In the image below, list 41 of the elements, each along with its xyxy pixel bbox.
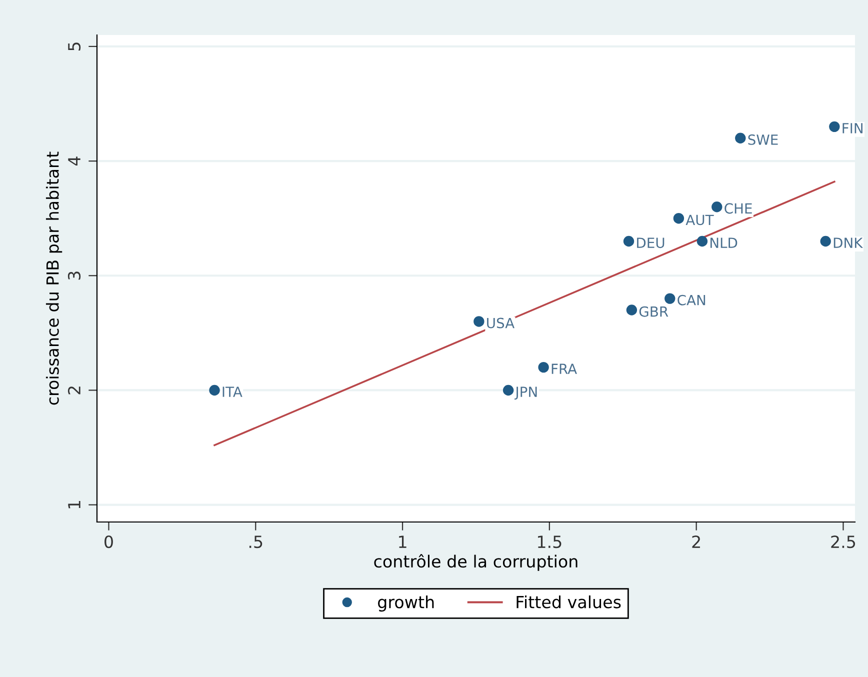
annotation: USA (487, 318, 514, 328)
annotation: GBR (639, 306, 668, 317)
point (209, 384, 220, 396)
point (502, 384, 514, 396)
annotation: NLD (710, 238, 738, 248)
annotation: CHE (724, 203, 752, 214)
x-tick-label: .5 (249, 536, 262, 548)
annotation: FRA (552, 364, 577, 374)
point (820, 236, 831, 247)
annotation: AUT (686, 214, 714, 226)
x-tick-label: 1.5 (538, 536, 562, 548)
legend-label: Fitted values (516, 595, 621, 608)
annotation: SWE (748, 134, 778, 145)
annotation: DEU (637, 238, 664, 248)
point (696, 236, 708, 247)
annotation: FIN (842, 123, 862, 134)
point (673, 212, 684, 224)
point (623, 236, 634, 247)
point (538, 362, 549, 373)
y-tick-label: 4 (68, 156, 80, 166)
x-tick-label: 2 (692, 535, 700, 548)
x-tick-label: 1 (399, 536, 406, 548)
y-tick-label: 5 (68, 42, 81, 50)
point (626, 304, 638, 316)
point (829, 121, 840, 132)
y-tick-label: 3 (68, 272, 81, 280)
y-axis-title: croissance du PIB par habitant (46, 152, 62, 405)
point (712, 202, 722, 212)
x-tick-label: 2.5 (831, 535, 856, 548)
point (735, 132, 746, 144)
annotation: DNK (834, 238, 864, 248)
annotation: ITA (222, 386, 242, 397)
y-tick-label: 1 (68, 501, 80, 508)
x-tick-label: 0 (104, 535, 113, 548)
point (474, 316, 484, 327)
y-tick-label: 2 (68, 386, 80, 394)
point (664, 293, 676, 304)
annotation: CAN (678, 294, 706, 306)
legend-label: growth (378, 595, 434, 612)
x-axis-title: contrôle de la corruption (374, 554, 578, 571)
annotation: JPN (514, 386, 537, 400)
